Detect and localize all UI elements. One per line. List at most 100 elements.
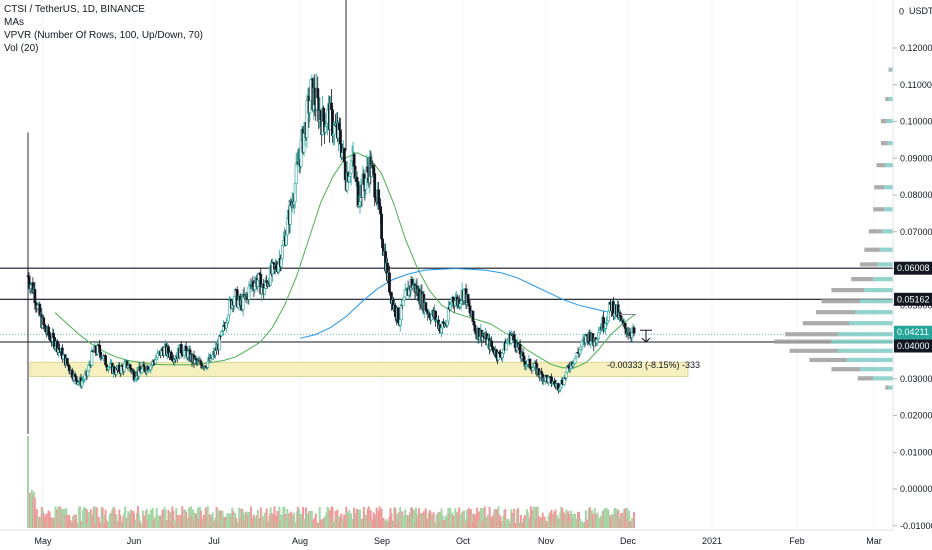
volume-bar [42,512,45,528]
volume-bar [273,506,276,528]
candle-up[interactable] [122,363,126,372]
volume-bar [169,512,172,528]
volume-bar [486,514,489,528]
y-tick-label: -0.01000 [900,521,932,531]
x-tick-label: Sep [374,536,390,546]
candle-down[interactable] [74,376,78,382]
volume-bar [133,512,136,528]
volume-bar [211,512,214,528]
candle-down[interactable] [98,344,102,353]
candle-down[interactable] [388,272,391,293]
candle-up[interactable] [324,126,328,133]
chart-legend: CTSI / TetherUS, 1D, BINANCE MAs VPVR (N… [4,3,203,55]
volume-bar [483,506,486,528]
y-tick-label: 0.10000 [900,117,932,127]
volume-bar [27,436,29,528]
candle-up[interactable] [401,299,405,307]
volume-bar [318,506,321,528]
ma-indicator-label[interactable]: MAs [4,17,24,28]
candle-up[interactable] [90,350,94,366]
volume-bar [624,508,627,528]
candle-down[interactable] [632,327,636,334]
volume-bar [585,519,588,528]
volume-profile-down-bar [880,119,887,124]
candle-up[interactable] [597,332,601,339]
volume-indicator-label[interactable]: Vol (20) [4,43,39,54]
measure-arrowhead [641,337,651,343]
volume-bar [300,513,303,528]
volume-bar [452,515,455,528]
volume-bar [541,512,544,528]
volume-profile-layer [774,67,893,390]
x-tick-label: Aug [292,536,308,546]
volume-bar [172,510,175,528]
price-tag-label: 0.06008 [897,263,930,273]
volume-bar [609,515,612,528]
price-tag[interactable] [894,261,932,275]
candle-up[interactable] [232,296,236,306]
volume-profile-up-bar [882,229,893,234]
ma-long-line[interactable] [299,267,611,339]
price-tag[interactable] [894,292,932,306]
x-tick-label: Jun [127,536,142,546]
volume-profile-down-bar [880,141,888,146]
candle-down[interactable] [512,334,516,341]
candle-down[interactable] [623,322,627,329]
volume-bar [568,513,571,528]
volume-bar [417,508,420,528]
volume-profile-up-bar [879,247,893,252]
volume-bar [85,509,88,528]
volume-bar [216,509,219,528]
candle-down[interactable] [65,358,69,365]
volume-bar [314,513,317,528]
volume-bar [278,506,281,528]
volume-profile-down-bar [868,229,882,234]
y-tick-label: 0.09000 [900,153,932,163]
x-tick-label: Oct [456,536,471,546]
candle-up[interactable] [531,367,535,371]
price-tag-label: 0.04211 [897,327,929,337]
volume-profile-up-bar [838,332,893,337]
volume-profile-up-bar [855,310,893,315]
symbol-title[interactable]: CTSI / TetherUS, 1D, BINANCE [4,4,145,15]
volume-profile-down-bar [789,348,838,353]
candle-up[interactable] [308,100,312,114]
volume-bar [504,508,507,528]
price-tag[interactable] [894,325,932,339]
volume-profile-up-bar [887,141,893,146]
volume-bar [192,509,195,528]
volume-profile-up-bar [890,67,893,72]
volume-bar [75,514,78,528]
price-tag[interactable] [894,339,932,353]
volume-bar [438,512,441,528]
volume-bar [235,517,238,528]
level-lines-layer [0,267,893,343]
candle-up[interactable] [280,245,284,260]
volume-bar [293,512,296,528]
volume-profile-up-bar [888,385,893,390]
measure-layer: -0.00333 (-8.15%) -333 [607,314,700,370]
candle-down[interactable] [471,310,475,322]
volume-bar [226,513,229,528]
volume-profile-up-bar [886,119,893,124]
candle-up[interactable] [402,296,406,301]
volume-bar [93,506,96,528]
volume-profile-down-bar [864,247,880,252]
volume-profile-down-bar [873,207,885,212]
volume-bar [142,515,145,528]
y-tick-label: 0.00000 [900,484,932,494]
volume-bar [340,513,343,528]
vpvr-indicator-label[interactable]: VPVR (Number Of Rows, 100, Up/Down, 70) [4,30,203,41]
x-tick-label: Feb [789,536,805,546]
volume-bar [181,506,184,528]
candle-down[interactable] [42,317,46,325]
volume-bar [124,506,127,528]
candle-down[interactable] [322,107,326,122]
volume-bar [256,510,259,528]
volume-bar [633,511,636,528]
volume-profile-down-bar [831,367,860,372]
support-zone[interactable] [29,361,689,377]
volume-profile-up-bar [888,96,893,102]
